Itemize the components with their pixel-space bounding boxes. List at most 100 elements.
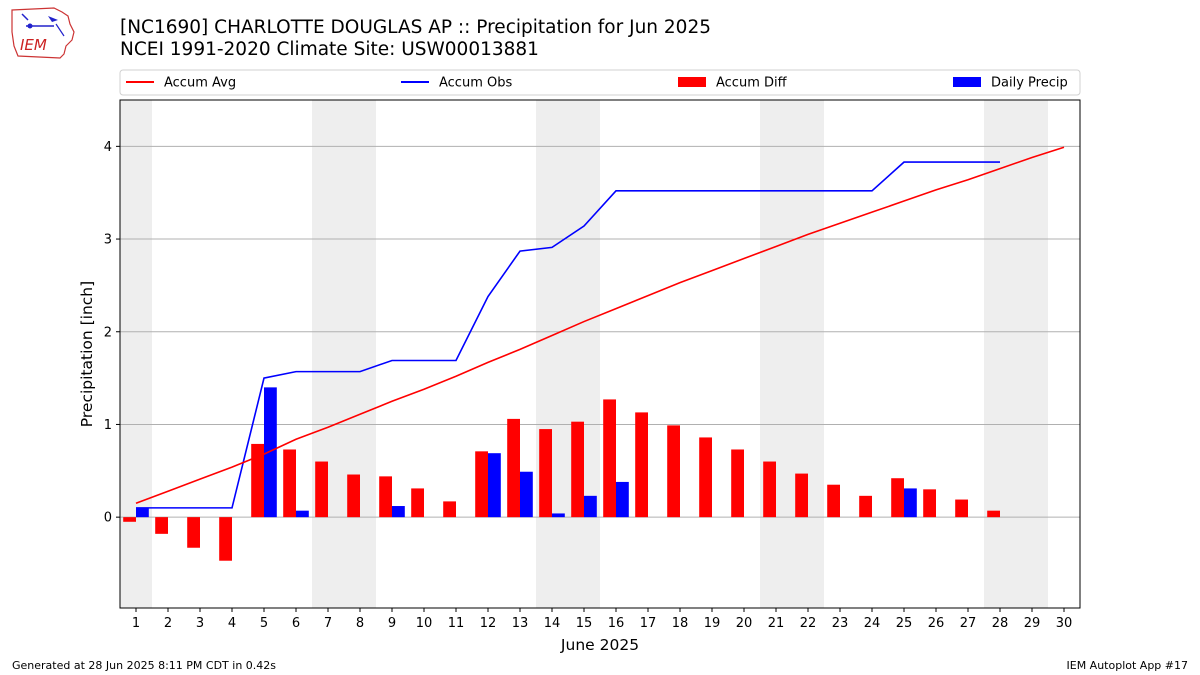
chart-title: [NC1690] CHARLOTTE DOUGLAS AP :: Precipi… (120, 17, 711, 38)
x-tick-label: 30 (1056, 616, 1073, 631)
iem-logo: IEM (8, 6, 80, 60)
daily-precip-bar (296, 510, 309, 518)
accum-diff-bar (539, 429, 552, 518)
x-tick-label: 7 (324, 616, 332, 631)
y-tick-label: 1 (104, 418, 112, 433)
accum-diff-bar (155, 517, 168, 534)
legend-label: Accum Avg (164, 76, 236, 91)
daily-precip-bar (488, 453, 501, 518)
accum-diff-bar (859, 495, 872, 518)
weekend-band (312, 100, 344, 608)
legend-label: Accum Obs (439, 76, 512, 91)
accum-diff-bar (955, 499, 968, 518)
x-tick-label: 8 (356, 616, 364, 631)
x-tick-label: 17 (640, 616, 657, 631)
x-tick-label: 19 (704, 616, 721, 631)
accum-diff-bar (379, 476, 392, 518)
legend-label: Accum Diff (716, 76, 788, 91)
weekend-band (344, 100, 376, 608)
generated-timestamp: Generated at 28 Jun 2025 8:11 PM CDT in … (12, 659, 277, 672)
legend-bar-swatch (678, 77, 706, 87)
accum-diff-bar (635, 412, 648, 518)
daily-precip-bar (392, 506, 405, 518)
app-credit: IEM Autoplot App #17 (1066, 659, 1189, 672)
x-tick-label: 4 (228, 616, 236, 631)
daily-precip-bar (264, 387, 277, 518)
accum-diff-bar (251, 443, 264, 518)
accum-diff-bar (347, 474, 360, 518)
legend-bar-swatch (953, 77, 981, 87)
weekend-band (568, 100, 600, 608)
accum-diff-bar (123, 517, 136, 522)
accum-diff-bar (315, 461, 328, 518)
x-tick-label: 24 (864, 616, 881, 631)
legend-box (119, 69, 1081, 96)
accum-diff-bar (219, 517, 232, 561)
x-tick-label: 3 (196, 616, 204, 631)
weekend-band (792, 100, 824, 608)
accum-diff-bar (891, 478, 904, 518)
weekend-band (120, 100, 152, 608)
x-tick-label: 13 (512, 616, 529, 631)
x-tick-label: 6 (292, 616, 300, 631)
accum-diff-bar (475, 451, 488, 518)
logo-text: IEM (20, 36, 47, 54)
legend-label: Daily Precip (991, 76, 1068, 91)
accum-diff-bar (507, 418, 520, 518)
accum-obs-line (136, 161, 1000, 509)
x-tick-label: 20 (736, 616, 753, 631)
plot-frame (119, 99, 1081, 609)
accum-diff-bar (731, 449, 744, 518)
y-tick-label: 2 (104, 325, 112, 340)
x-tick-label: 23 (832, 616, 849, 631)
x-tick-label: 29 (1024, 616, 1041, 631)
accum-diff-bars (123, 399, 1000, 561)
x-tick-label: 10 (416, 616, 433, 631)
chart-subtitle: NCEI 1991-2020 Climate Site: USW00013881 (120, 39, 539, 60)
accum-avg-line (135, 146, 1065, 504)
daily-precip-bar (520, 471, 533, 518)
weekend-band (1016, 100, 1048, 608)
x-tick-label: 15 (576, 616, 593, 631)
weekend-shading (120, 100, 1048, 608)
x-axis-label: June 2025 (560, 636, 639, 654)
accum-diff-bar (923, 489, 936, 518)
x-tick-label: 16 (608, 616, 625, 631)
accum-diff-bar (763, 461, 776, 518)
x-tick-label: 14 (544, 616, 561, 631)
accum-diff-bar (283, 449, 296, 518)
x-tick-label: 21 (768, 616, 785, 631)
daily-precip-bar (584, 495, 597, 518)
y-axis-label: Precipitation [inch] (78, 281, 96, 427)
weekend-band (536, 100, 568, 608)
grid-lines (120, 145, 1080, 518)
y-tick-label: 3 (104, 233, 112, 248)
weekend-band (760, 100, 792, 608)
accumulation-lines (135, 146, 1065, 509)
daily-precip-bar (552, 513, 565, 518)
x-tick-label: 2 (164, 616, 172, 631)
weekend-band (984, 100, 1016, 608)
x-tick-label: 26 (928, 616, 945, 631)
daily-precip-bar (616, 481, 629, 518)
daily-precip-bar (904, 488, 917, 518)
accum-diff-bar (443, 501, 456, 518)
accum-diff-bar (603, 399, 616, 518)
accum-diff-bar (667, 425, 680, 518)
x-tick-label: 27 (960, 616, 977, 631)
x-tick-label: 1 (132, 616, 140, 631)
x-tick-label: 12 (480, 616, 497, 631)
accum-diff-bar (411, 488, 424, 518)
accum-diff-bar (827, 484, 840, 518)
daily-precip-bars (136, 387, 917, 518)
x-tick-label: 25 (896, 616, 913, 631)
daily-precip-bar (136, 507, 149, 518)
accum-diff-bar (795, 473, 808, 518)
x-tick-label: 5 (260, 616, 268, 631)
accum-diff-bar (571, 421, 584, 518)
x-tick-label: 22 (800, 616, 817, 631)
y-tick-label: 0 (104, 511, 112, 526)
x-tick-label: 28 (992, 616, 1009, 631)
